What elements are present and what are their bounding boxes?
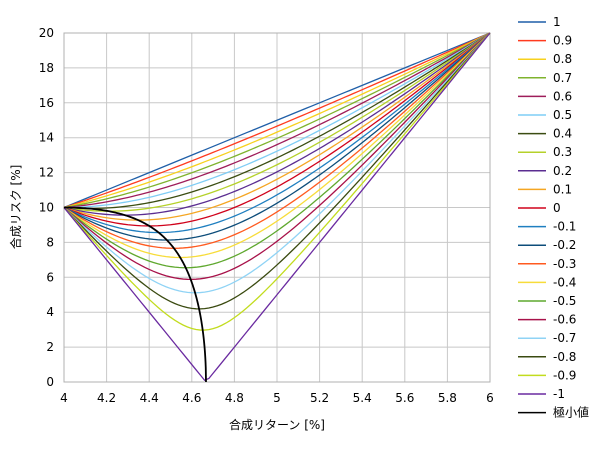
legend-label: -0.5	[553, 294, 576, 308]
legend-label: 0.3	[553, 145, 572, 159]
series-line	[63, 32, 491, 269]
legend-label: -0.7	[553, 331, 576, 345]
series-line	[63, 32, 491, 210]
series-line	[63, 32, 491, 241]
series-line	[63, 32, 491, 209]
series-line	[63, 32, 491, 216]
legend-label: 0.8	[553, 52, 572, 66]
series-line	[63, 32, 491, 294]
y-tick-label: 4	[46, 305, 54, 319]
y-tick-label: 16	[39, 96, 54, 110]
y-tick-label: 6	[46, 270, 54, 284]
legend-label: 0.5	[553, 108, 572, 122]
y-tick-label: 14	[39, 131, 54, 145]
legend-label: 0.1	[553, 182, 572, 196]
legend-label: -0.9	[553, 368, 576, 382]
series-line	[63, 32, 491, 234]
legend-label: -1	[553, 387, 565, 401]
series-line	[63, 32, 491, 209]
y-tick-label: 2	[46, 340, 54, 354]
series-line	[63, 32, 491, 212]
series-line	[63, 32, 491, 209]
series-line	[63, 32, 491, 227]
x-tick-label: 5.4	[353, 391, 372, 405]
series-line	[63, 32, 491, 209]
series-line	[63, 32, 491, 331]
legend-label: -0.1	[553, 220, 576, 234]
y-axis-title: 合成リスク [%]	[8, 165, 23, 250]
y-tick-label: 12	[39, 166, 54, 180]
x-tick-label: 4.6	[182, 391, 201, 405]
legend-label: 0.9	[553, 34, 572, 48]
series-line	[63, 32, 491, 209]
x-tick-label: 6	[486, 391, 494, 405]
legend-label: -0.8	[553, 350, 576, 364]
legend-label: 0.6	[553, 89, 572, 103]
x-tick-label: 5	[273, 391, 281, 405]
series-line	[63, 32, 491, 221]
x-tick-label: 4.2	[97, 391, 116, 405]
y-axis-ticks: 0 2 4 6 8 10 12 14 16 18 20	[39, 26, 54, 389]
legend-label: 0.2	[553, 164, 572, 178]
y-tick-label: 10	[39, 201, 54, 215]
y-tick-label: 0	[46, 375, 54, 389]
series-line	[63, 32, 491, 249]
x-tick-label: 4	[60, 391, 68, 405]
legend-label: -0.6	[553, 313, 576, 327]
legend-label: 0	[553, 201, 561, 215]
series-line	[63, 32, 491, 259]
y-tick-label: 18	[39, 61, 54, 75]
minimum-risk-curve	[63, 206, 207, 383]
y-tick-label: 20	[39, 26, 54, 40]
series-line	[63, 32, 491, 209]
series-line	[63, 32, 491, 310]
legend-label: 0.7	[553, 71, 572, 85]
series-lines	[63, 32, 491, 382]
legend-label: 1	[553, 15, 561, 29]
x-tick-label: 5.8	[438, 391, 457, 405]
legend: 1 0.9 0.8 0.7 0.6 0.5 0.4 0.3 0.2 0.1 0 -0.1 -0.2 -0.…	[518, 15, 589, 420]
legend-label: 極小値	[553, 405, 589, 420]
legend-label: -0.2	[553, 238, 576, 252]
series-line	[63, 32, 491, 382]
x-tick-label: 5.2	[310, 391, 329, 405]
legend-label: -0.4	[553, 275, 576, 289]
x-tick-label: 4.4	[140, 391, 159, 405]
x-tick-label: 4.8	[225, 391, 244, 405]
x-axis-ticks: 4 4.2 4.4 4.6 4.8 5 5.2 5.4 5.6 5.8 6	[60, 391, 494, 405]
legend-label: -0.3	[553, 257, 576, 271]
y-tick-label: 8	[46, 235, 54, 249]
x-axis-title: 合成リターン [%]	[229, 417, 325, 432]
legend-label: 0.4	[553, 127, 572, 141]
minimum-risk-curve-group	[63, 206, 207, 383]
x-tick-label: 5.6	[395, 391, 414, 405]
series-line	[63, 32, 491, 281]
